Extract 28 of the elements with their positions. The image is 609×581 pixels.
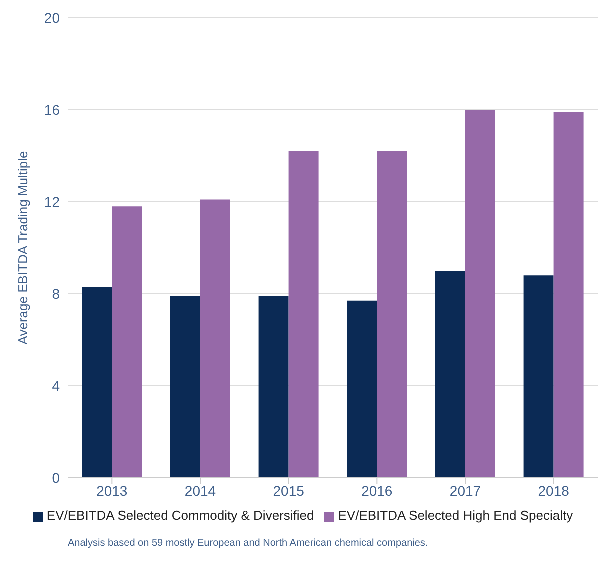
bar (435, 271, 466, 478)
bar (288, 151, 319, 478)
bar (377, 151, 408, 478)
bar (170, 296, 200, 478)
y-tick-label: 16 (44, 102, 60, 118)
y-tick-label: 4 (52, 378, 60, 394)
bar (524, 276, 554, 478)
bar (347, 300, 378, 478)
x-tick-label: 2013 (96, 482, 128, 499)
y-tick-label: 0 (52, 470, 60, 486)
bar (258, 296, 289, 478)
y-tick-label: 8 (52, 286, 60, 302)
bar (112, 206, 142, 478)
y-tick-label: 20 (44, 10, 60, 26)
legend-label: EV/EBITDA Selected Commodity & Diversified (46, 508, 314, 523)
bar (82, 287, 112, 478)
x-tick-label: 2017 (450, 482, 482, 499)
bar (200, 200, 230, 478)
legend-label: EV/EBITDA Selected High End Specialty (338, 508, 574, 523)
y-axis-title: Average EBITDA Trading Multiple (16, 151, 31, 345)
x-tick-label: 2014 (184, 482, 216, 499)
x-tick-label: 2015 (273, 482, 305, 499)
bar (465, 110, 496, 478)
bar (554, 112, 584, 478)
y-tick-label: 12 (44, 194, 60, 210)
x-tick-label: 2018 (538, 482, 570, 499)
text: Analysis based on 59 mostly European and North American chemical companies. (67, 538, 430, 549)
x-tick-label: 2016 (362, 482, 393, 499)
